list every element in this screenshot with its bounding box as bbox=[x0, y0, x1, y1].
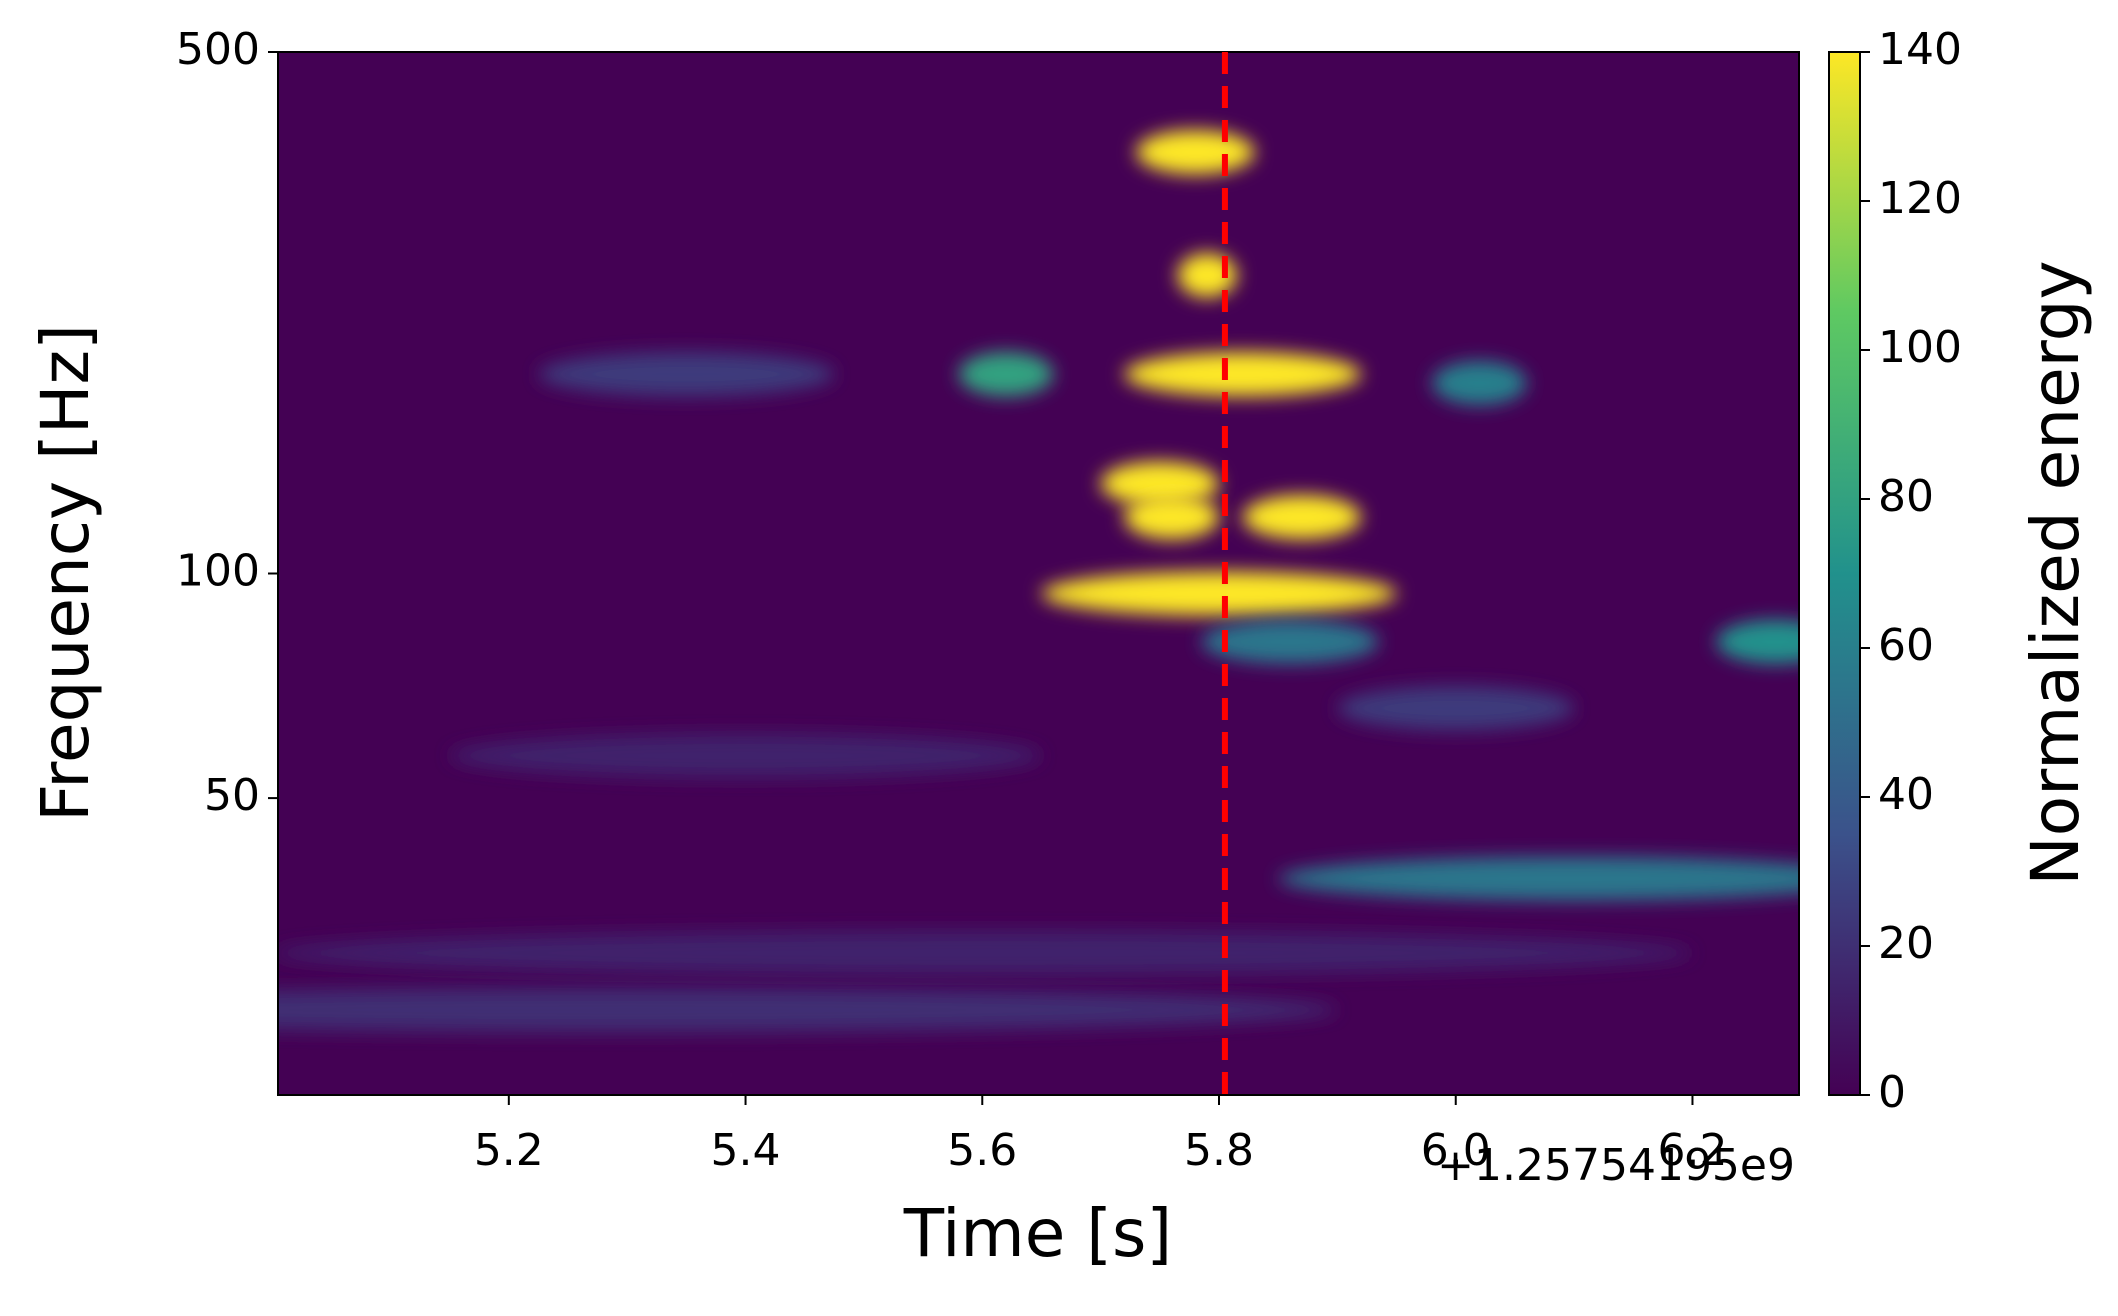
energy-blob bbox=[1278, 856, 1799, 901]
x-tick-label: 5.4 bbox=[711, 1125, 781, 1176]
energy-blob bbox=[1124, 352, 1362, 397]
x-tick-label: 6.2 bbox=[1657, 1125, 1727, 1176]
x-tick-label: 6.0 bbox=[1421, 1125, 1491, 1176]
energy-blob bbox=[1136, 130, 1255, 175]
x-tick-label: 5.6 bbox=[947, 1125, 1017, 1176]
x-tick-label: 5.8 bbox=[1184, 1125, 1254, 1176]
colorbar-tick-label: 60 bbox=[1878, 620, 1934, 671]
spectrogram bbox=[278, 130, 1799, 1032]
x-tick-label: 5.2 bbox=[474, 1125, 544, 1176]
colorbar bbox=[1828, 51, 1861, 1096]
colorbar-label: Normalized energy bbox=[2017, 260, 2094, 885]
y-tick-label: 100 bbox=[176, 546, 260, 597]
x-offset-label: +1.25754195e9 bbox=[1437, 1140, 1795, 1191]
y-tick-label: 50 bbox=[204, 770, 260, 821]
colorbar-tick-label: 0 bbox=[1878, 1067, 1906, 1118]
energy-blob bbox=[1716, 619, 1799, 664]
energy-blob bbox=[1242, 495, 1362, 540]
colorbar-tick-label: 40 bbox=[1878, 769, 1934, 820]
energy-blob bbox=[1041, 571, 1397, 616]
y-axis-label: Frequency [Hz] bbox=[27, 324, 104, 822]
colorbar-tick-label: 100 bbox=[1878, 322, 1962, 373]
x-axis-label: Time [s] bbox=[903, 1195, 1172, 1272]
energy-blob bbox=[1432, 361, 1527, 406]
colorbar-tick-label: 20 bbox=[1878, 918, 1934, 969]
energy-blob bbox=[538, 352, 835, 397]
energy-blob bbox=[1124, 495, 1220, 540]
energy-blob bbox=[278, 931, 1693, 975]
plot-background bbox=[278, 52, 1799, 1095]
colorbar-tick-label: 80 bbox=[1878, 471, 1934, 522]
energy-blob bbox=[1337, 686, 1575, 731]
energy-blob bbox=[1100, 461, 1220, 506]
energy-blob bbox=[278, 987, 1338, 1032]
energy-blob bbox=[1201, 619, 1379, 664]
colorbar-tick-label: 140 bbox=[1878, 24, 1962, 75]
energy-blob bbox=[449, 733, 1042, 778]
y-tick-label: 500 bbox=[176, 24, 260, 75]
energy-blob bbox=[958, 352, 1054, 397]
colorbar-tick-label: 120 bbox=[1878, 173, 1962, 224]
